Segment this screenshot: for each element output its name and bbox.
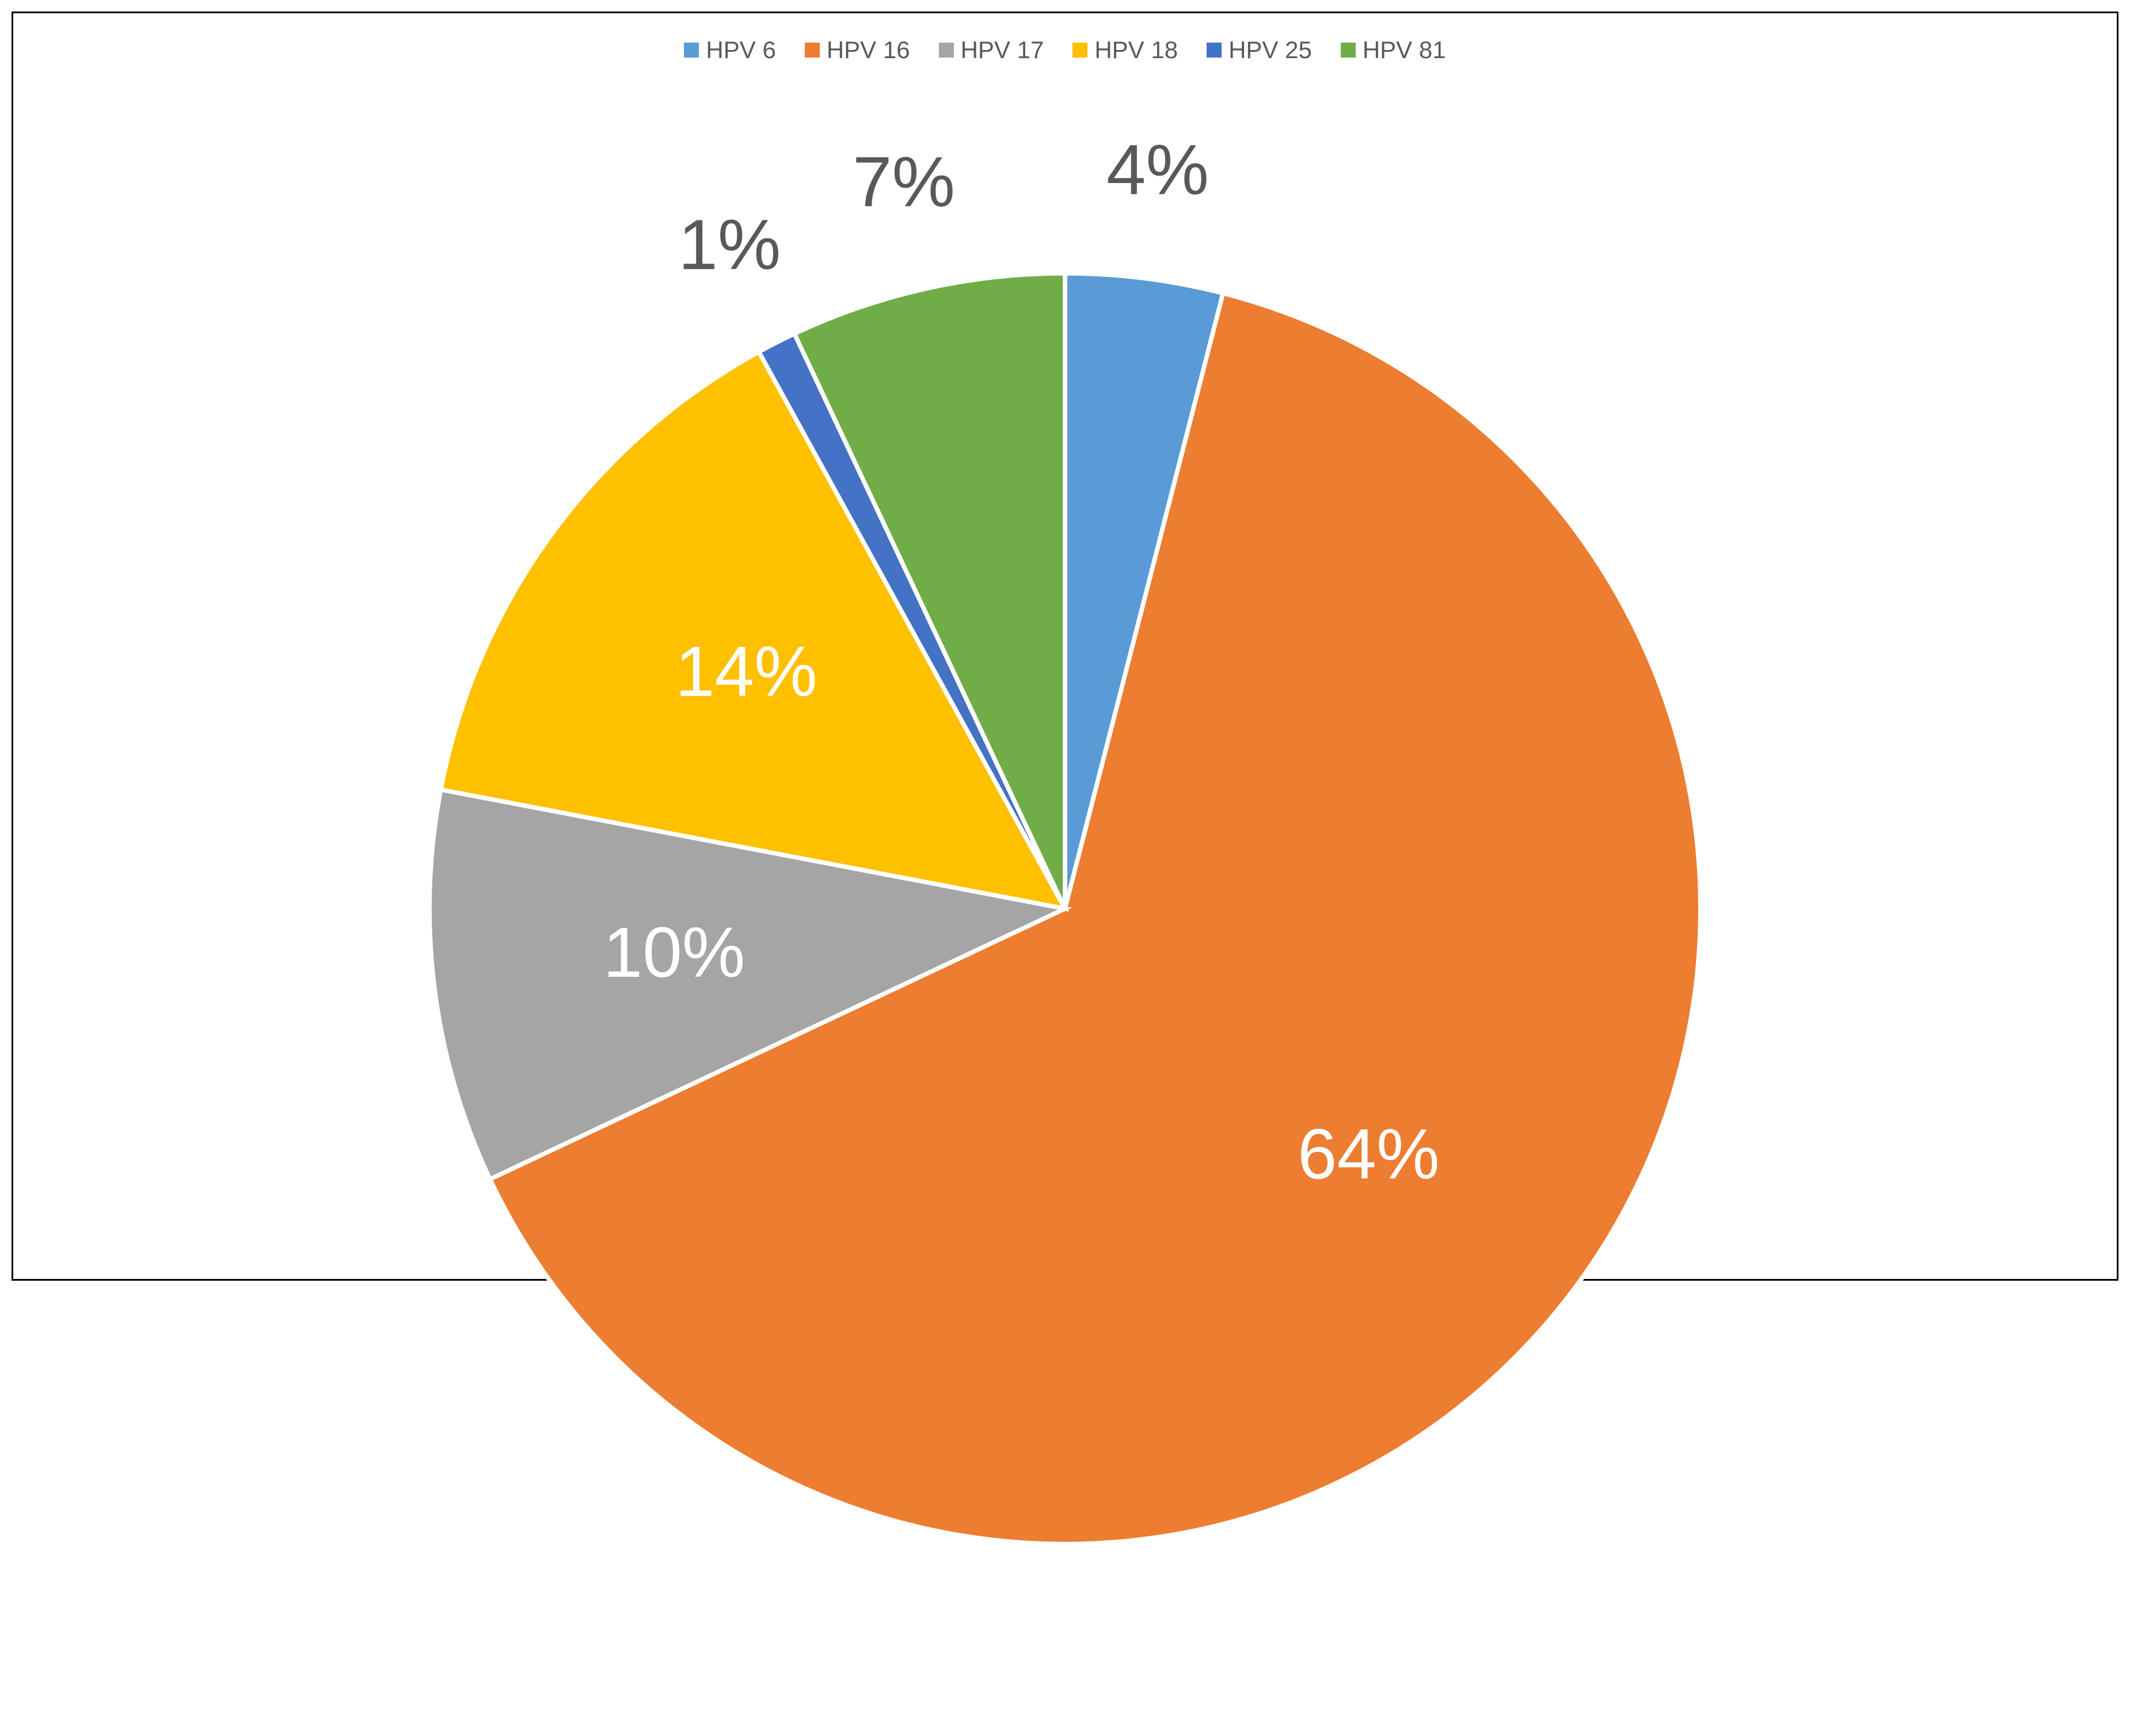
legend-item: HPV 6 [684, 36, 775, 64]
chart-legend: HPV 6 HPV 16 HPV 17 HPV 18 HPV 25 HPV 81 [684, 36, 1446, 64]
legend-label: HPV 25 [1228, 36, 1312, 64]
pie-chart: 4% 64% 10% 14% 1% 7% [31, 81, 2099, 1736]
slice-label: 14% [675, 632, 817, 711]
slice-label: 1% [678, 205, 781, 284]
legend-label: HPV 6 [706, 36, 775, 64]
legend-swatch [684, 43, 699, 58]
chart-area: 4% 64% 10% 14% 1% 7% [31, 81, 2099, 1736]
legend-label: HPV 16 [827, 36, 910, 64]
legend-item: HPV 16 [805, 36, 910, 64]
chart-frame: HPV 6 HPV 16 HPV 17 HPV 18 HPV 25 HPV 81 4% 64… [12, 12, 2118, 1281]
legend-swatch [1072, 43, 1087, 58]
slice-label: 4% [1106, 131, 1209, 210]
legend-item: HPV 17 [939, 36, 1044, 64]
legend-label: HPV 17 [961, 36, 1044, 64]
legend-swatch [1207, 43, 1222, 58]
page-background: HPV 6 HPV 16 HPV 17 HPV 18 HPV 25 HPV 81 4% 64… [0, 0, 2130, 1292]
slice-label: 7% [853, 142, 955, 222]
legend-item: HPV 25 [1207, 36, 1312, 64]
legend-item: HPV 81 [1341, 36, 1446, 64]
slice-label: 64% [1298, 1114, 1440, 1194]
legend-label: HPV 81 [1363, 36, 1446, 64]
slice-label: 10% [603, 913, 746, 992]
legend-swatch [1341, 43, 1356, 58]
legend-swatch [805, 43, 820, 58]
legend-label: HPV 18 [1094, 36, 1178, 64]
legend-swatch [939, 43, 954, 58]
legend-item: HPV 18 [1072, 36, 1178, 64]
